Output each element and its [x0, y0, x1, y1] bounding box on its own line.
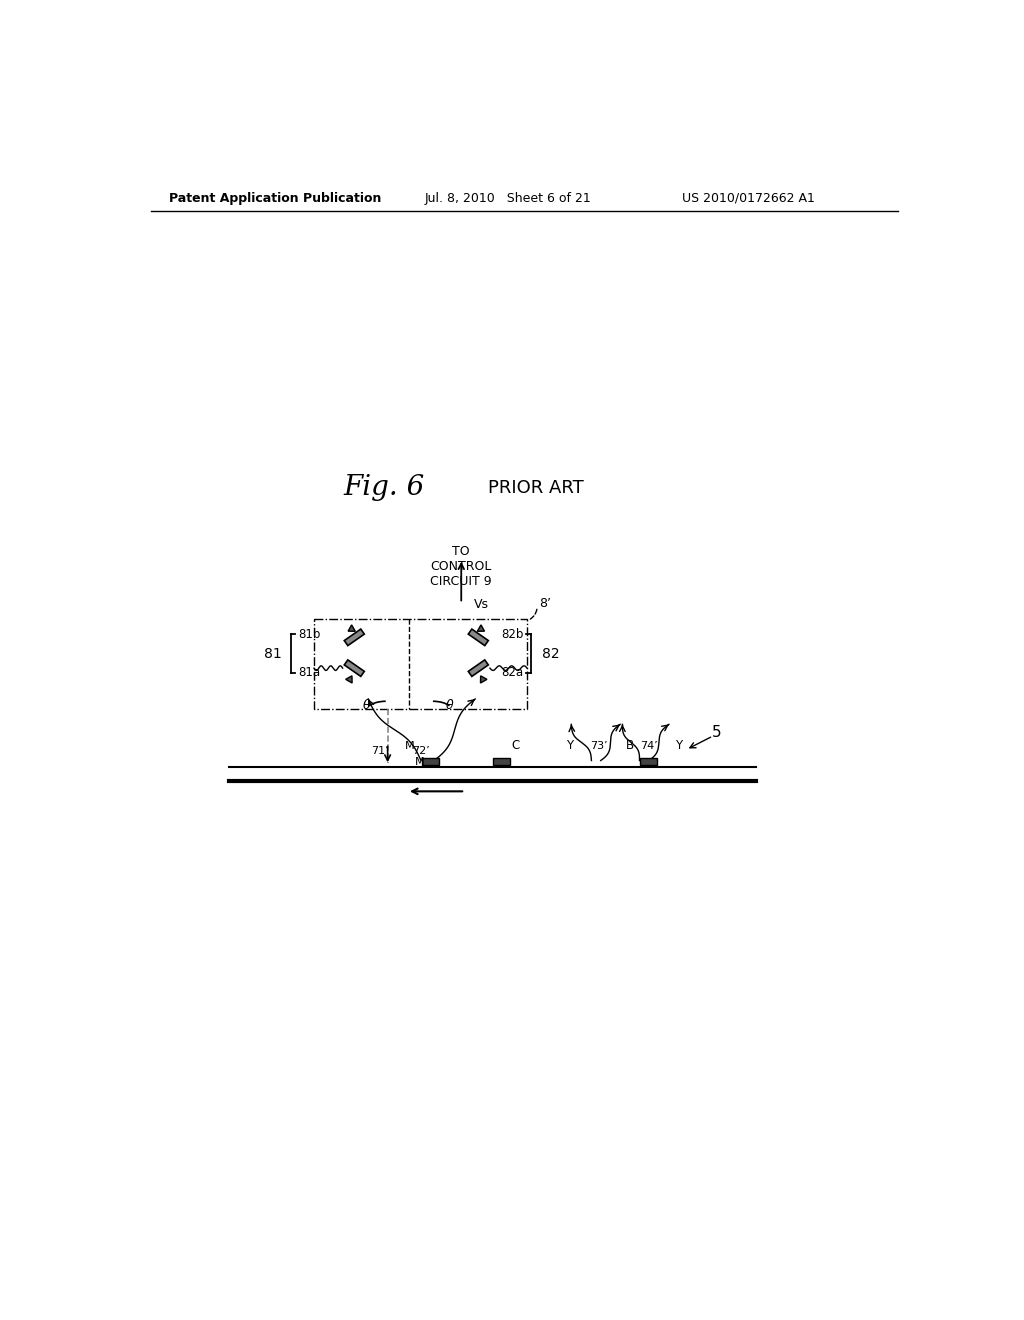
Text: US 2010/0172662 A1: US 2010/0172662 A1 — [682, 191, 814, 205]
Polygon shape — [480, 676, 487, 682]
Bar — [493, 758, 510, 766]
Text: Vs: Vs — [474, 598, 488, 611]
Polygon shape — [344, 630, 365, 645]
Polygon shape — [468, 630, 488, 645]
Text: M: M — [404, 741, 414, 751]
Polygon shape — [344, 660, 365, 676]
Text: θ: θ — [362, 698, 371, 711]
Bar — [422, 758, 438, 766]
Text: 5: 5 — [712, 725, 722, 739]
Polygon shape — [348, 624, 355, 631]
Text: Y: Y — [566, 739, 573, 752]
Text: PRIOR ART: PRIOR ART — [488, 479, 584, 496]
Text: C: C — [511, 739, 519, 752]
Polygon shape — [346, 676, 352, 682]
Text: 71’: 71’ — [371, 746, 389, 755]
Polygon shape — [468, 660, 488, 676]
Text: B: B — [626, 739, 634, 752]
Text: Jul. 8, 2010   Sheet 6 of 21: Jul. 8, 2010 Sheet 6 of 21 — [424, 191, 591, 205]
Text: 74’: 74’ — [640, 741, 657, 751]
Text: 82: 82 — [542, 647, 559, 660]
Text: 72’: 72’ — [412, 746, 430, 755]
Text: Patent Application Publication: Patent Application Publication — [169, 191, 381, 205]
Bar — [314, 619, 527, 709]
Text: 81: 81 — [264, 647, 282, 660]
Text: θ: θ — [445, 698, 454, 711]
Text: 82b: 82b — [501, 628, 523, 640]
Bar — [640, 758, 657, 766]
Text: M: M — [415, 758, 424, 767]
Polygon shape — [477, 624, 484, 631]
Text: TO
CONTROL
CIRCUIT 9: TO CONTROL CIRCUIT 9 — [430, 545, 493, 587]
Text: 82a: 82a — [501, 667, 523, 680]
Text: Y: Y — [675, 739, 682, 752]
Text: Fig. 6: Fig. 6 — [343, 474, 424, 502]
Text: 73’: 73’ — [591, 741, 608, 751]
Text: 81b: 81b — [299, 628, 321, 640]
Text: 8’: 8’ — [539, 597, 551, 610]
Text: 81a: 81a — [299, 667, 321, 680]
